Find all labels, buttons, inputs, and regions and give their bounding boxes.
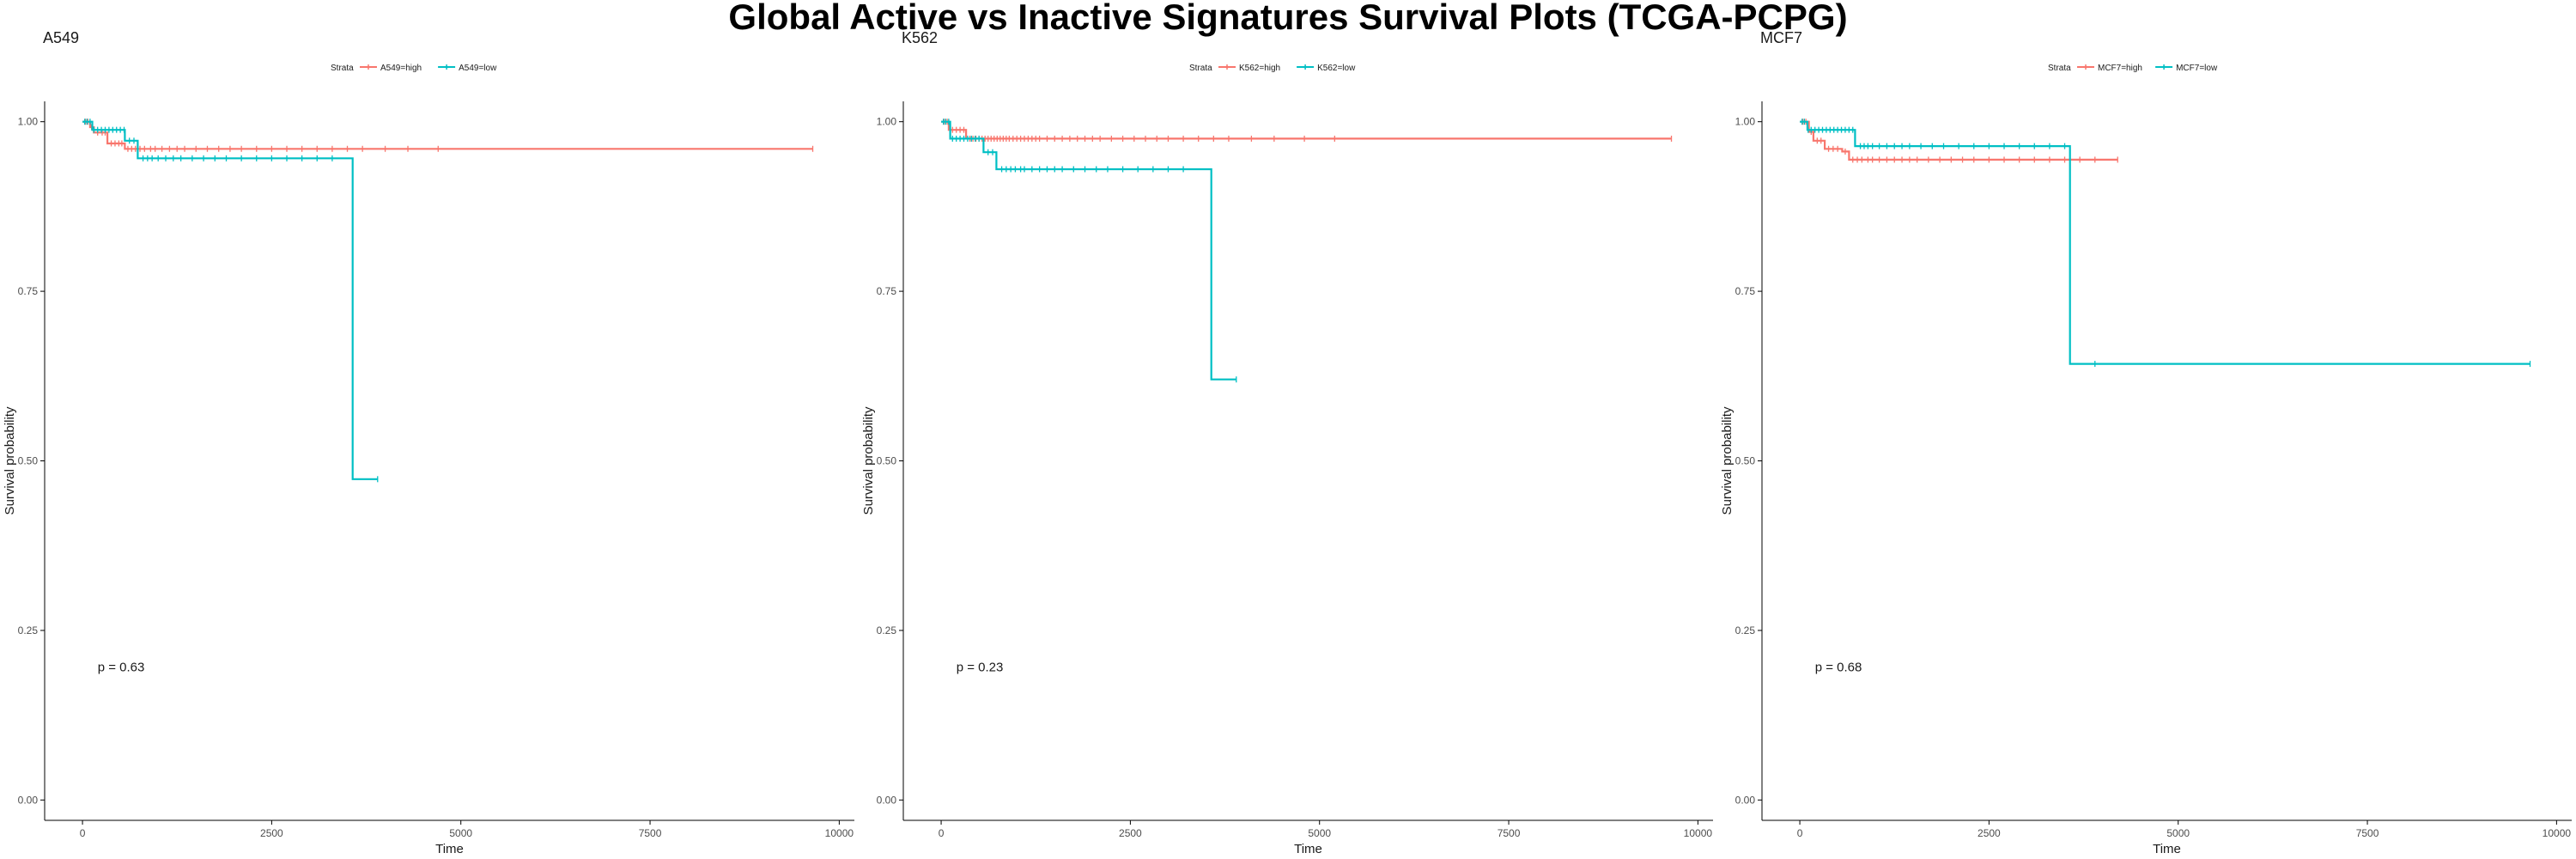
x-axis-label: Time [2153, 842, 2181, 856]
series-low [941, 119, 1237, 383]
y-tick-label: 1.00 [877, 116, 897, 128]
y-tick-label: 0.00 [18, 794, 39, 806]
legend-entry-label: MCF7=high [2098, 64, 2142, 73]
panel-a549: A549 Strata A549=high A549=low 0.00 0.25 0.50 0… [3, 29, 854, 856]
legend-entry-label: A549=high [380, 64, 422, 73]
x-axis-label: Time [1294, 842, 1322, 856]
p-value-label: p = 0.63 [98, 660, 145, 674]
y-tick-label: 0.00 [1735, 794, 1756, 806]
x-tick-label: 10000 [1684, 827, 1713, 839]
y-tick-label: 0.75 [1735, 285, 1756, 297]
panel-k562: K562 Strata K562=high K562=low 0.00 0.25 0.50 0… [861, 29, 1713, 856]
panel-title: A549 [43, 29, 79, 46]
panel-title: MCF7 [1760, 29, 1802, 46]
legend: Strata A549=high A549=low [331, 64, 497, 73]
legend: Strata MCF7=high MCF7=low [2048, 64, 2218, 73]
series-high [82, 119, 814, 152]
x-tick-label: 2500 [260, 827, 283, 839]
x-tick-label: 0 [939, 827, 945, 839]
y-tick-label: 0.50 [1735, 455, 1756, 467]
x-tick-label: 5000 [2166, 827, 2190, 839]
series-low [82, 119, 379, 483]
x-tick-label: 5000 [449, 827, 472, 839]
x-tick-label: 10000 [2543, 827, 2572, 839]
x-tick-label: 10000 [825, 827, 854, 839]
legend-entry-label: A549=low [459, 64, 497, 73]
figure-title: Global Active vs Inactive Signatures Sur… [728, 0, 1848, 37]
x-tick-label: 2500 [1978, 827, 2001, 839]
x-tick-label: 5000 [1308, 827, 1331, 839]
x-tick-label: 0 [1797, 827, 1803, 839]
y-tick-label: 0.75 [18, 285, 39, 297]
panel-mcf7: MCF7 Strata MCF7=high MCF7=low 0.00 0.25 0.50 0… [1720, 29, 2572, 856]
legend-entry-label: K562=low [1317, 64, 1356, 73]
series-high [941, 119, 1673, 142]
y-tick-label: 0.00 [877, 794, 897, 806]
series-low [1800, 119, 2531, 368]
survival-curve [82, 120, 378, 480]
y-axis-label: Survival probability [1720, 406, 1735, 515]
y-tick-label: 0.25 [18, 624, 39, 637]
x-tick-label: 0 [80, 827, 86, 839]
survival-curve [1800, 120, 2530, 365]
y-tick-label: 1.00 [18, 116, 39, 128]
y-tick-label: 0.25 [877, 624, 897, 637]
p-value-label: p = 0.68 [1815, 660, 1862, 674]
y-tick-label: 0.50 [877, 455, 897, 467]
legend: Strata K562=high K562=low [1189, 64, 1356, 73]
p-value-label: p = 0.23 [957, 660, 1004, 674]
x-tick-label: 7500 [1498, 827, 1521, 839]
y-tick-label: 0.75 [877, 285, 897, 297]
panel-title: K562 [902, 29, 938, 46]
survival-curve [82, 120, 813, 150]
y-tick-label: 1.00 [1735, 116, 1756, 128]
x-tick-label: 7500 [2356, 827, 2379, 839]
y-axis-label: Survival probability [3, 406, 17, 515]
legend-title: Strata [1189, 64, 1212, 73]
legend-title: Strata [331, 64, 354, 73]
legend-title: Strata [2048, 64, 2071, 73]
y-axis-label: Survival probability [861, 406, 876, 515]
y-tick-label: 0.50 [18, 455, 39, 467]
y-tick-label: 0.25 [1735, 624, 1756, 637]
survival-curve [941, 120, 1236, 381]
x-tick-label: 2500 [1119, 827, 1142, 839]
legend-entry-label: MCF7=low [2176, 64, 2218, 73]
x-tick-label: 7500 [639, 827, 662, 839]
survival-curve [941, 120, 1672, 140]
legend-entry-label: K562=high [1239, 64, 1280, 73]
x-axis-label: Time [435, 842, 464, 856]
